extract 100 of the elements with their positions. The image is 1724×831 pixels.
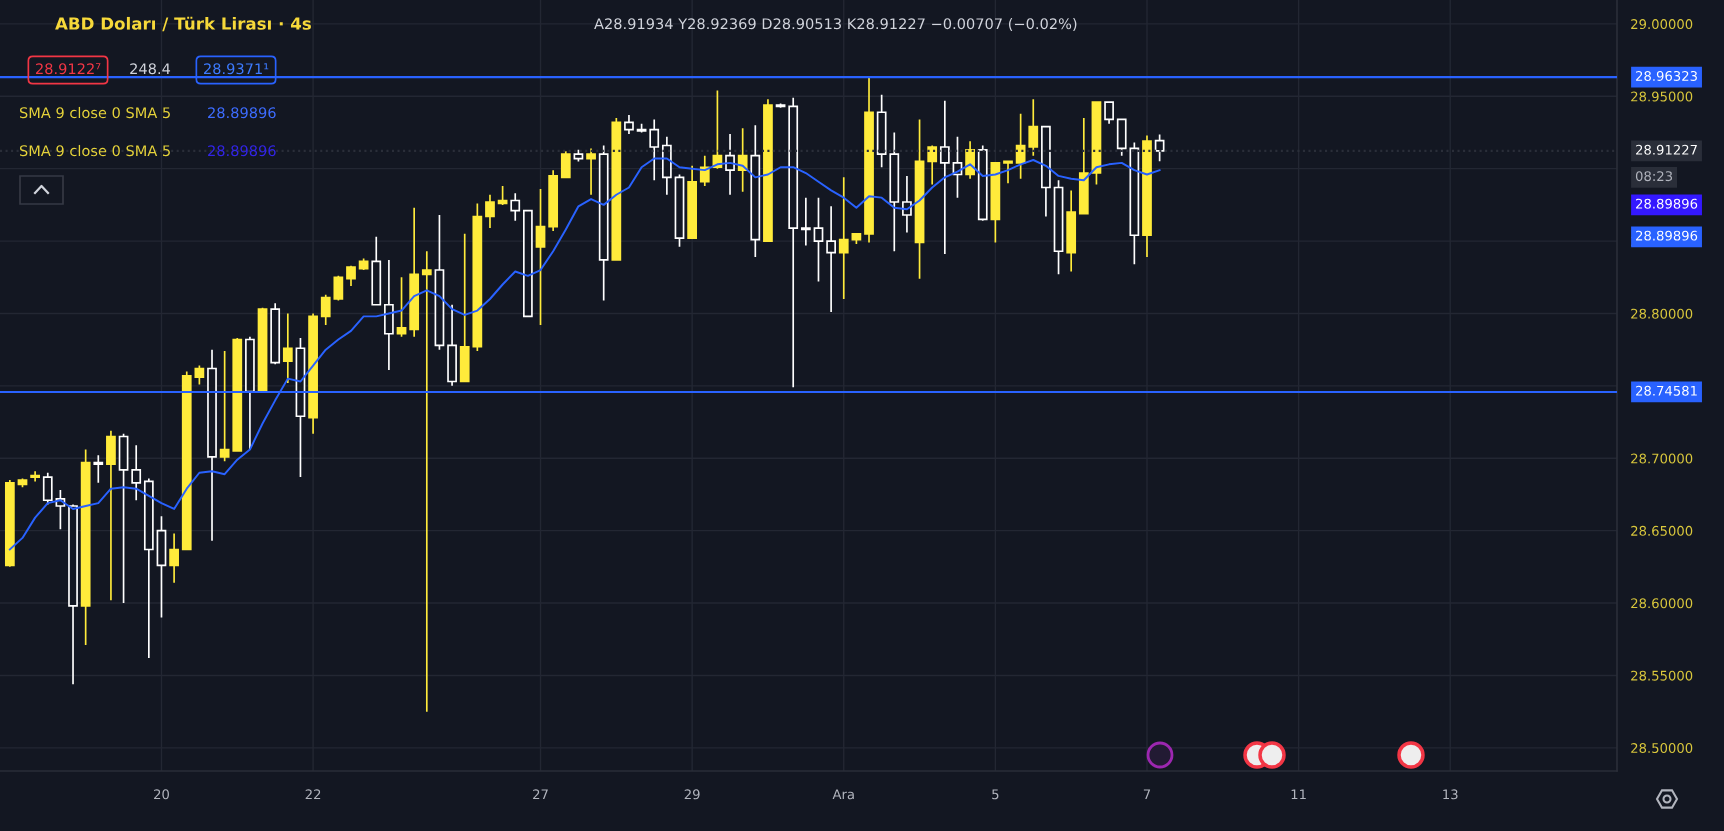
x-tick-label: 22 (305, 789, 321, 800)
candlestick (813, 196, 824, 283)
candlestick (4, 479, 15, 568)
candlestick (889, 131, 900, 253)
candlestick (447, 303, 457, 387)
candlestick (320, 293, 331, 326)
candlestick (914, 118, 925, 280)
candlestick (1116, 118, 1127, 157)
candlestick (497, 185, 508, 206)
candlestick (1003, 160, 1013, 184)
candlestick (548, 169, 559, 232)
candlestick (535, 188, 546, 326)
candlestick (586, 147, 596, 196)
candlestick (1028, 98, 1039, 157)
candlestick (207, 348, 217, 542)
candlestick (30, 470, 41, 483)
candlestick (990, 162, 1001, 244)
candlestick (333, 274, 344, 302)
candlestick (1154, 133, 1165, 163)
annotation: A28.91934 Y28.92369 D28.90513 K28.91227 −0.00707 (−0.02%) (594, 17, 1077, 31)
x-tick-label: Ara (832, 789, 854, 800)
candlestick (358, 257, 369, 271)
candlestick (384, 259, 394, 371)
candlestick (308, 312, 318, 435)
candlestick (851, 232, 862, 245)
candlestick (409, 206, 420, 338)
y-tick-label: 28.55000 (1631, 670, 1693, 681)
annotation: SMA 9 close 0 SMA 5 (19, 106, 170, 119)
candlestick (80, 448, 91, 646)
x-tick-label: 27 (533, 789, 548, 800)
candlestick (1129, 141, 1140, 266)
candlestick (396, 276, 407, 338)
ref-line-label: 28.74581 (1636, 385, 1697, 396)
text: ABD Doları / Türk Lirası · 4s (55, 16, 311, 32)
candlestick (1142, 134, 1152, 258)
candlestick (169, 532, 179, 584)
candlestick (826, 205, 836, 313)
text: 08:23 (1635, 171, 1673, 182)
x-tick-label: 5 (992, 789, 999, 800)
candlestick (775, 102, 786, 109)
annotation: 28.89896 (208, 145, 276, 157)
candlestick (838, 176, 849, 300)
candlestick (371, 235, 382, 306)
candlestick (674, 173, 685, 248)
candlestick (434, 214, 445, 351)
candlestick (560, 150, 571, 179)
candlestick (737, 127, 748, 193)
candlestick (636, 122, 647, 134)
candlestick (1104, 101, 1114, 125)
candlestick (725, 133, 735, 196)
candlestick (1053, 179, 1064, 276)
candlestick (131, 444, 142, 502)
candlestick (1041, 125, 1051, 218)
candlestick (876, 94, 887, 169)
annotation: SMA 9 close 0 SMA 5 (19, 144, 170, 157)
candlestick (624, 114, 634, 135)
x-tick-label: 13 (1443, 789, 1458, 800)
candlestick (649, 118, 660, 182)
candlestick (712, 89, 723, 170)
candlestick (295, 337, 306, 478)
text: 28.89896 (1636, 230, 1698, 241)
x-tick-label: 7 (1143, 789, 1151, 800)
candlestick (17, 477, 28, 489)
candlestick (270, 302, 281, 365)
candlestick (598, 144, 609, 302)
y-tick-label: 28.65000 (1631, 525, 1693, 536)
candlestick (106, 429, 116, 601)
candlestick (927, 144, 938, 186)
candlestick (459, 232, 470, 383)
y-tick-label: 29.00000 (1631, 19, 1693, 30)
candlestick (143, 477, 154, 659)
candlestick (194, 364, 205, 386)
candlestick (257, 306, 268, 393)
candlestick (282, 312, 293, 384)
text: 28.89896 (1636, 198, 1698, 209)
candlestick (1078, 117, 1089, 215)
candlestick (611, 117, 622, 261)
ref-line-label: 28.91227 (1636, 144, 1697, 155)
candlestick (156, 515, 167, 619)
y-tick-label: 28.60000 (1631, 598, 1693, 609)
candlestick (472, 202, 483, 352)
y-tick-label: 28.50000 (1631, 743, 1693, 754)
candlestick (181, 370, 192, 551)
y-tick-label: 28.70000 (1631, 453, 1693, 464)
candlestick (750, 124, 761, 258)
candlestick (939, 99, 950, 255)
candlestick (232, 337, 243, 452)
candlestick (763, 98, 773, 242)
candlestick (788, 96, 799, 389)
x-tick-label: 11 (1291, 789, 1306, 800)
candlestick (864, 76, 874, 244)
x-tick-label: 29 (684, 789, 700, 800)
candlestick (118, 432, 129, 604)
candlestick (485, 193, 495, 229)
ref-line-label: 28.96323 (1636, 70, 1697, 81)
annotation: 28.9371¹ (203, 63, 269, 75)
candlestick (68, 503, 78, 685)
candlestick (42, 471, 53, 506)
candlestick (800, 196, 811, 247)
y-tick-label: 28.80000 (1631, 308, 1693, 319)
